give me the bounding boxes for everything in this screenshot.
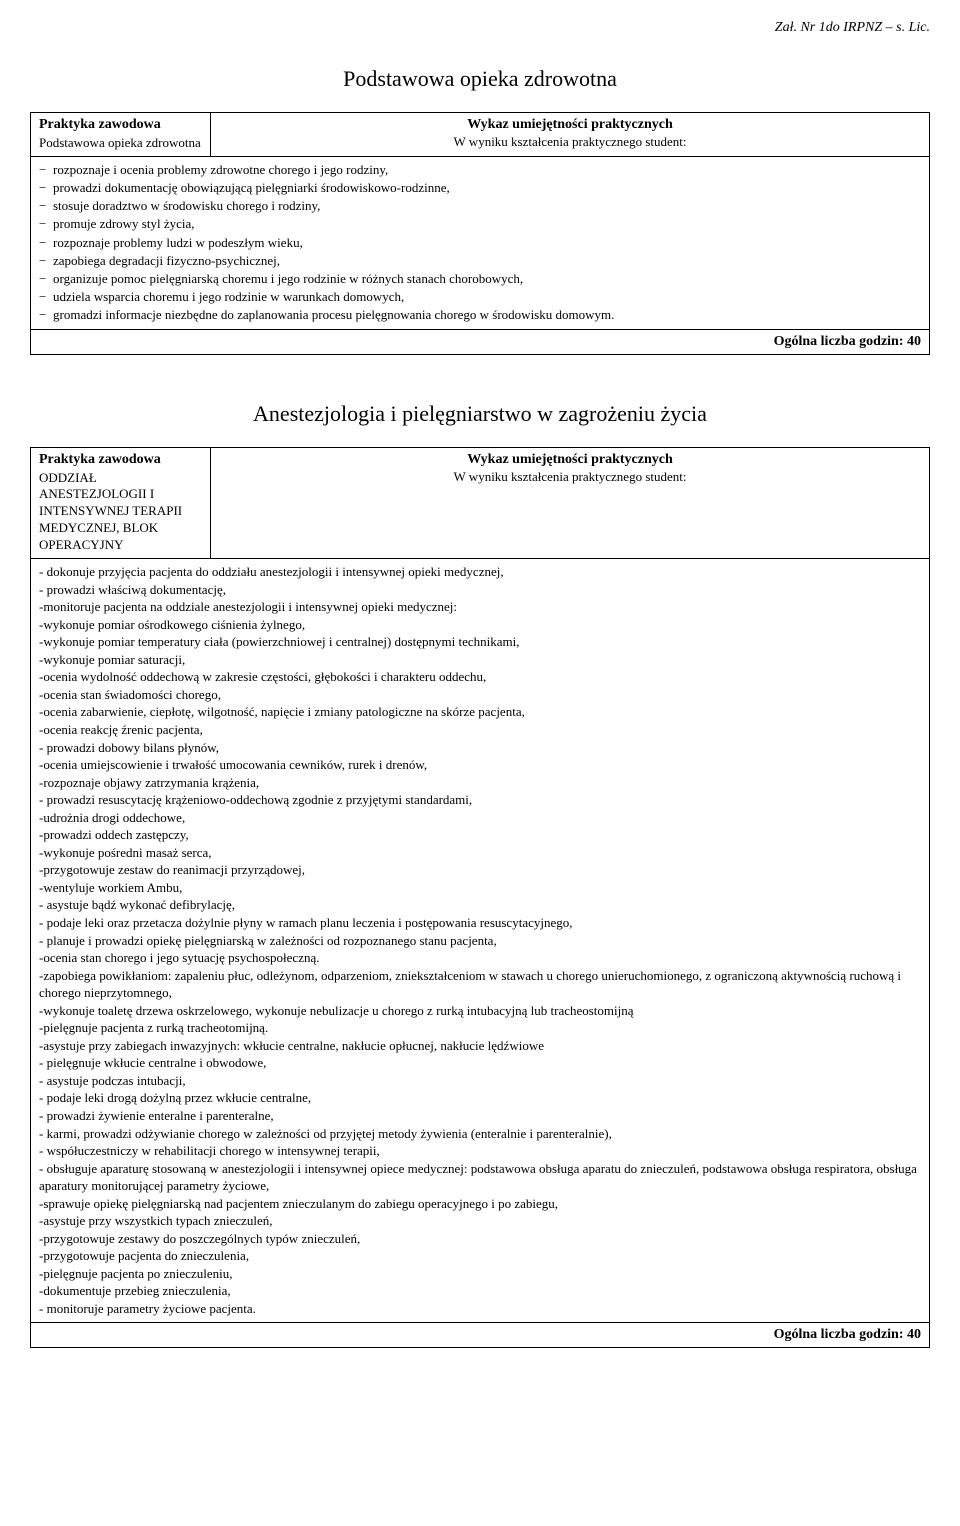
list-item: -udrożnia drogi oddechowe, — [39, 809, 921, 827]
list-item: -ocenia wydolność oddechową w zakresie c… — [39, 668, 921, 686]
list-item: gromadzi informacje niezbędne do zaplano… — [39, 306, 921, 324]
section1-right-sub: W wyniku kształcenia praktycznego studen… — [219, 134, 921, 150]
section1-left-title: Praktyka zawodowa — [39, 117, 202, 133]
list-item: -przygotowuje pacjenta do znieczulenia, — [39, 1247, 921, 1265]
list-item: -wykonuje pomiar ośrodkowego ciśnienia ż… — [39, 616, 921, 634]
list-item: - pielęgnuje wkłucie centralne i obwodow… — [39, 1054, 921, 1072]
section1-left-sub: Podstawowa opieka zdrowotna — [39, 135, 202, 152]
list-item: -wentyluje workiem Ambu, — [39, 879, 921, 897]
list-item: -pielęgnuje pacjenta z rurką tracheotomi… — [39, 1019, 921, 1037]
list-item: -wykonuje pomiar temperatury ciała (powi… — [39, 633, 921, 651]
list-item: rozpoznaje i ocenia problemy zdrowotne c… — [39, 161, 921, 179]
list-item: -ocenia stan świadomości chorego, — [39, 686, 921, 704]
section2-right-cell: Wykaz umiejętności praktycznych W wyniku… — [211, 447, 930, 558]
list-item: -wykonuje pośredni masaż serca, — [39, 844, 921, 862]
list-item: - prowadzi resuscytację krążeniowo-oddec… — [39, 791, 921, 809]
list-item: -asystuje przy zabiegach inwazyjnych: wk… — [39, 1037, 921, 1055]
list-item: - dokonuje przyjęcia pacjenta do oddział… — [39, 563, 921, 581]
list-item: -przygotowuje zestawy do poszczególnych … — [39, 1230, 921, 1248]
section1-title: Podstawowa opieka zdrowotna — [30, 66, 930, 92]
list-item: - obsługuje aparaturę stosowaną w aneste… — [39, 1160, 921, 1195]
list-item: -sprawuje opiekę pielęgniarską nad pacje… — [39, 1195, 921, 1213]
section1-list: rozpoznaje i ocenia problemy zdrowotne c… — [39, 161, 921, 325]
list-item: -monitoruje pacjenta na oddziale anestez… — [39, 598, 921, 616]
list-item: - prowadzi właściwą dokumentację, — [39, 581, 921, 599]
list-item: -ocenia zabarwienie, ciepłotę, wilgotnoś… — [39, 703, 921, 721]
list-item: - prowadzi dobowy bilans płynów, — [39, 739, 921, 757]
list-item: stosuje doradztwo w środowisku chorego i… — [39, 197, 921, 215]
section1-footer: Ogólna liczba godzin: 40 — [31, 329, 930, 354]
list-item: - asystuje podczas intubacji, — [39, 1072, 921, 1090]
list-item: -ocenia stan chorego i jego sytuację psy… — [39, 949, 921, 967]
section2-left-title: Praktyka zawodowa — [39, 452, 202, 468]
list-item: -prowadzi oddech zastępczy, — [39, 826, 921, 844]
list-item: -ocenia umiejscowienie i trwałość umocow… — [39, 756, 921, 774]
list-item: - podaje leki drogą dożylną przez wkłuci… — [39, 1089, 921, 1107]
section2-right-sub: W wyniku kształcenia praktycznego studen… — [219, 469, 921, 485]
section1-right-cell: Wykaz umiejętności praktycznych W wyniku… — [211, 113, 930, 157]
list-item: udziela wsparcia choremu i jego rodzinie… — [39, 288, 921, 306]
list-item: -rozpoznaje objawy zatrzymania krążenia, — [39, 774, 921, 792]
section2-table: Praktyka zawodowa ODDZIAŁ ANESTEZJOLOGII… — [30, 447, 930, 1348]
section2-list: - dokonuje przyjęcia pacjenta do oddział… — [39, 563, 921, 1318]
list-item: - planuje i prowadzi opiekę pielęgniarsk… — [39, 932, 921, 950]
list-item: - współuczestniczy w rehabilitacji chore… — [39, 1142, 921, 1160]
section2-content: - dokonuje przyjęcia pacjenta do oddział… — [31, 559, 930, 1323]
list-item: -asystuje przy wszystkich typach znieczu… — [39, 1212, 921, 1230]
list-item: - karmi, prowadzi odżywianie chorego w z… — [39, 1125, 921, 1143]
section2-left-sub: ODDZIAŁ ANESTEZJOLOGII I INTENSYWNEJ TER… — [39, 470, 202, 554]
list-item: zapobiega degradacji fizyczno-psychiczne… — [39, 252, 921, 270]
header-note: Zał. Nr 1do IRPNZ – s. Lic. — [30, 20, 930, 36]
list-item: -dokumentuje przebieg znieczulenia, — [39, 1282, 921, 1300]
list-item: -wykonuje toaletę drzewa oskrzelowego, w… — [39, 1002, 921, 1020]
list-item: prowadzi dokumentację obowiązującą pielę… — [39, 179, 921, 197]
list-item: - podaje leki oraz przetacza dożylnie pł… — [39, 914, 921, 932]
list-item: rozpoznaje problemy ludzi w podeszłym wi… — [39, 234, 921, 252]
list-item: -ocenia reakcję źrenic pacjenta, — [39, 721, 921, 739]
list-item: promuje zdrowy styl życia, — [39, 215, 921, 233]
list-item: -wykonuje pomiar saturacji, — [39, 651, 921, 669]
section1-table: Praktyka zawodowa Podstawowa opieka zdro… — [30, 112, 930, 355]
section2-footer: Ogólna liczba godzin: 40 — [31, 1322, 930, 1347]
list-item: organizuje pomoc pielęgniarską choremu i… — [39, 270, 921, 288]
section2-left-cell: Praktyka zawodowa ODDZIAŁ ANESTEZJOLOGII… — [31, 447, 211, 558]
section1-right-title: Wykaz umiejętności praktycznych — [219, 117, 921, 133]
list-item: - asystuje bądź wykonać defibrylację, — [39, 896, 921, 914]
list-item: -pielęgnuje pacjenta po znieczuleniu, — [39, 1265, 921, 1283]
section1-left-cell: Praktyka zawodowa Podstawowa opieka zdro… — [31, 113, 211, 157]
section2-title: Anestezjologia i pielęgniarstwo w zagroż… — [30, 401, 930, 427]
list-item: - monitoruje parametry życiowe pacjenta. — [39, 1300, 921, 1318]
section2-right-title: Wykaz umiejętności praktycznych — [219, 452, 921, 468]
list-item: - prowadzi żywienie enteralne i parenter… — [39, 1107, 921, 1125]
section1-content: rozpoznaje i ocenia problemy zdrowotne c… — [31, 156, 930, 329]
list-item: -zapobiega powikłaniom: zapaleniu płuc, … — [39, 967, 921, 1002]
list-item: -przygotowuje zestaw do reanimacji przyr… — [39, 861, 921, 879]
